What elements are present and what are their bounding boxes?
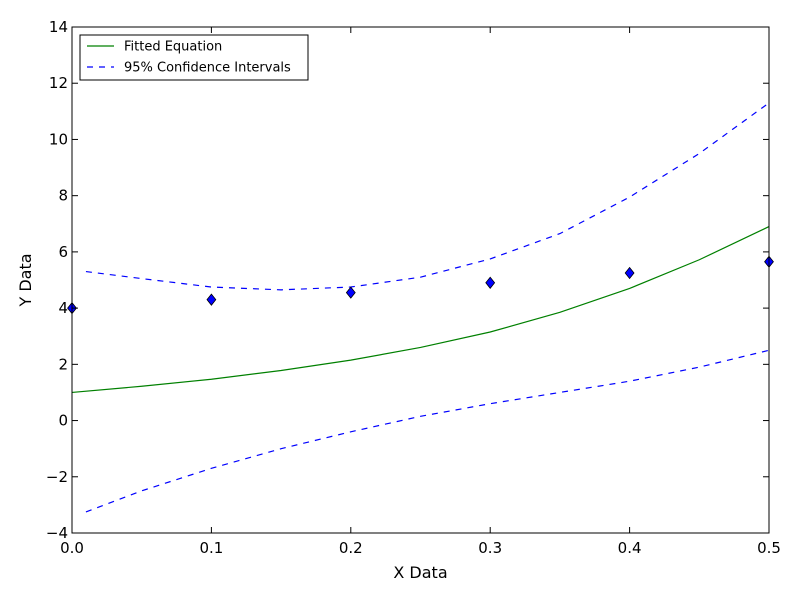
- legend-label-confidence-intervals: 95% Confidence Intervals: [124, 61, 291, 76]
- y-tick-label-6: 8: [58, 187, 68, 205]
- y-axis-label: Y Data: [16, 253, 35, 307]
- y-tick-label-1: −2: [46, 468, 68, 486]
- y-tick-label-2: 0: [58, 412, 68, 430]
- data-points: [67, 255, 774, 315]
- x-tick-label-3: 0.3: [478, 539, 502, 557]
- data-point-3: [485, 276, 496, 289]
- y-tick-label-8: 12: [49, 74, 68, 92]
- x-tick-label-2: 0.2: [339, 539, 363, 557]
- y-tick-label-9: 14: [49, 18, 68, 36]
- x-tick-label-0: 0.0: [60, 539, 84, 557]
- legend: Fitted Equation 95% Confidence Intervals: [79, 34, 309, 81]
- legend-label-fitted-equation: Fitted Equation: [124, 40, 222, 55]
- y-tick-label-7: 10: [49, 130, 68, 148]
- plot-frame: [71, 26, 770, 534]
- series-layer: [71, 102, 770, 513]
- series-line-0: [71, 226, 770, 394]
- series-line-1: [85, 102, 770, 291]
- data-point-2: [345, 286, 356, 299]
- series-line-2: [85, 349, 770, 513]
- x-tick-label-4: 0.4: [618, 539, 642, 557]
- legend-box: [79, 34, 309, 81]
- y-tick-label-5: 6: [58, 243, 68, 261]
- data-point-4: [624, 266, 635, 280]
- y-tick-label-3: 2: [58, 355, 68, 373]
- y-tick-label-0: −4: [46, 524, 68, 542]
- y-tick-label-4: 4: [58, 299, 68, 317]
- ticks: 0.0 0.1 0.2 0.3 0.4 0.5 −4 −2 0 2 4 6 8 10 12 14: [46, 18, 781, 557]
- data-point-1: [206, 293, 217, 306]
- x-axis-label: X Data: [393, 563, 447, 582]
- x-tick-label-5: 0.5: [757, 539, 781, 557]
- x-tick-label-1: 0.1: [199, 539, 223, 557]
- plot-area: 0.0 0.1 0.2 0.3 0.4 0.5 −4 −2 0 2 4 6 8 10 12 14: [46, 18, 781, 557]
